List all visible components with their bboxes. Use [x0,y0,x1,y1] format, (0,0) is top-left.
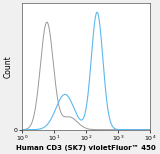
X-axis label: Human CD3 (SK7) violetFluor™ 450: Human CD3 (SK7) violetFluor™ 450 [16,144,156,150]
Y-axis label: Count: Count [4,55,12,78]
